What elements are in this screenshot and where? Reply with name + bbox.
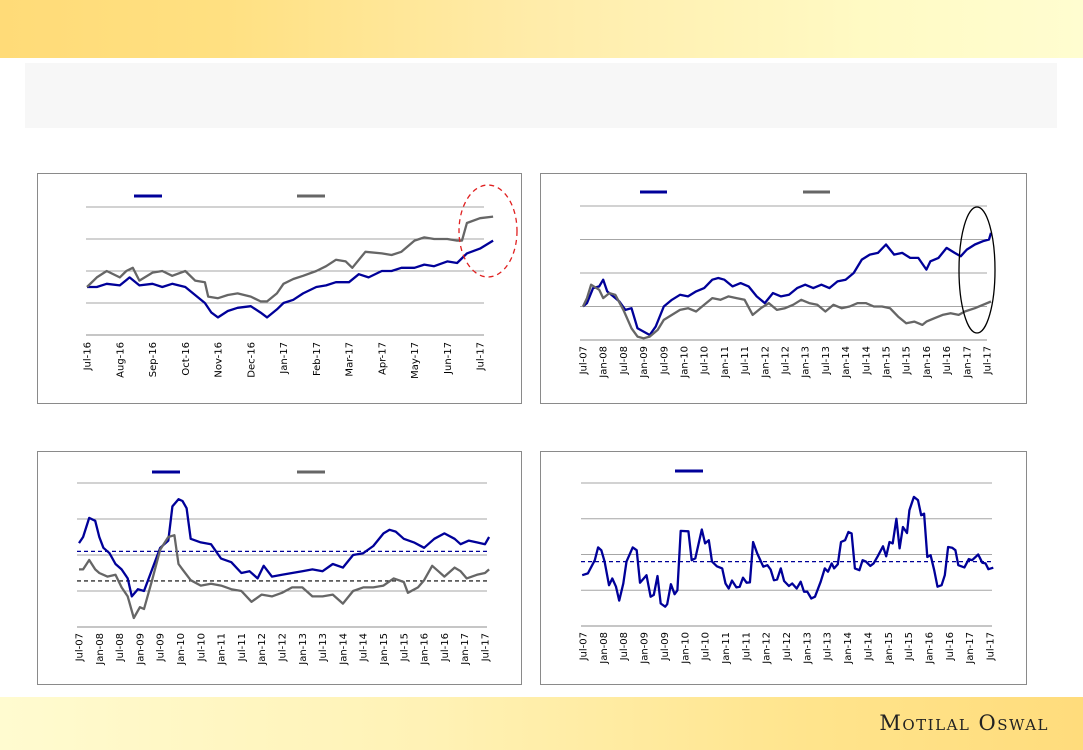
series-line-1 xyxy=(582,232,993,337)
x-tick-label: Jul-07 xyxy=(75,633,86,662)
x-tick-label: Jul-13 xyxy=(318,633,329,662)
slide-subtitle-box xyxy=(25,63,1057,128)
x-tick-label: Jul-08 xyxy=(115,633,126,662)
x-tick-label: Jan-11 xyxy=(217,633,228,666)
x-tick-label: Jan-13 xyxy=(801,346,812,379)
motilal-oswal-logo: Motilal Oswal xyxy=(879,711,1049,735)
series-line-2 xyxy=(79,534,490,620)
series-line-2 xyxy=(581,283,992,340)
x-tick-label: Jul-11 xyxy=(740,346,751,375)
x-tick-label: Jan-09 xyxy=(135,633,146,666)
x-tick-label: Jul-08 xyxy=(619,632,630,661)
x-tick-label: Jul-10 xyxy=(701,632,712,661)
footer-banner xyxy=(0,697,1083,750)
x-tick-label: Feb-17 xyxy=(312,342,323,376)
x-tick-label: Jul-17 xyxy=(476,342,487,371)
series-line-2 xyxy=(86,215,494,303)
chart-3: Jul-07 Jan-08 Jul-08 Jan-09 Jul-09 Jan-10 Jul-… xyxy=(75,470,492,666)
x-tick-label: Jan-14 xyxy=(841,346,852,379)
x-tick-label: Jan-12 xyxy=(762,632,773,665)
x-tick-label: Jan-15 xyxy=(882,346,893,379)
chart-panel-2 xyxy=(540,173,1027,404)
x-tick-label: Jan-08 xyxy=(599,346,610,379)
x-tick-label: Jan-13 xyxy=(298,633,309,666)
x-tick-label: Jul-17 xyxy=(986,632,997,661)
x-tick-label: Jan-16 xyxy=(922,346,933,379)
x-tick-label: Jul-09 xyxy=(660,632,671,661)
x-tick-label: Jan-14 xyxy=(338,633,349,666)
x-tick-label: Jul-13 xyxy=(821,346,832,375)
x-tick-label: Mar-17 xyxy=(345,342,356,377)
x-tick-label: Jul-15 xyxy=(902,346,913,375)
x-tick-label: Jul-12 xyxy=(782,632,793,661)
x-tick-label: Jan-14 xyxy=(843,632,854,665)
chart-panel-3 xyxy=(37,451,522,685)
x-tick-label: Oct-16 xyxy=(181,342,192,376)
chart-4: Jul-07 Jan-08 Jul-08 Jan-09 Jul-09 Jan-10 Jul-… xyxy=(579,469,997,665)
x-tick-label: Jan-10 xyxy=(176,633,187,666)
x-tick-label: Jul-09 xyxy=(659,346,670,375)
x-tick-label: Jul-16 xyxy=(942,346,953,375)
x-tick-label: Jan-08 xyxy=(95,633,106,666)
x-tick-label: Jul-14 xyxy=(861,346,872,375)
x-tick-label: Jul-15 xyxy=(904,632,915,661)
x-tick-label: Jul-17 xyxy=(481,633,492,662)
x-tick-label: Jan-16 xyxy=(420,633,431,666)
x-tick-label: Jul-17 xyxy=(983,346,994,375)
x-tick-label: May-17 xyxy=(410,342,421,379)
x-tick-label: Jan-12 xyxy=(760,346,771,379)
x-tick-label: Jan-11 xyxy=(721,632,732,665)
x-tick-label: Jan-16 xyxy=(924,632,935,665)
x-tick-label: Apr-17 xyxy=(377,342,388,375)
chart-1: Jul-16 Aug-16 Sep-16 Oct-16 Nov-16 Dec-16 Jan-… xyxy=(83,184,518,379)
x-tick-label: Jul-08 xyxy=(619,346,630,375)
x-tick-label: Jul-10 xyxy=(700,346,711,375)
x-tick-label: Jan-15 xyxy=(884,632,895,665)
series-line-1 xyxy=(87,239,494,319)
x-tick-label: Jul-09 xyxy=(156,633,167,662)
x-tick-label: Jan-17 xyxy=(965,632,976,665)
x-tick-label: Jul-15 xyxy=(399,633,410,662)
x-tick-label: Jul-16 xyxy=(945,632,956,661)
x-tick-label: Aug-16 xyxy=(115,342,126,378)
x-tick-label: Dec-16 xyxy=(246,342,257,378)
x-tick-label: Jul-14 xyxy=(863,632,874,661)
x-tick-label: Jan-15 xyxy=(379,633,390,666)
x-tick-label: Jan-09 xyxy=(640,632,651,665)
x-tick-label: Nov-16 xyxy=(214,342,225,378)
x-tick-label: Jul-11 xyxy=(237,633,248,662)
highlight-ellipse xyxy=(958,206,996,334)
series-line-1 xyxy=(581,495,994,608)
x-tick-label: Jan-08 xyxy=(599,632,610,665)
x-tick-label: Jan-17 xyxy=(279,342,290,375)
x-tick-label: Jul-10 xyxy=(196,633,207,662)
x-tick-label: Jul-12 xyxy=(278,633,289,662)
x-tick-label: Sep-16 xyxy=(148,342,159,377)
x-tick-label: Jul-16 xyxy=(83,342,94,371)
series-line-1 xyxy=(78,498,491,598)
x-tick-label: Jul-13 xyxy=(823,632,834,661)
x-tick-label: Jul-14 xyxy=(359,633,370,662)
highlight-ellipse xyxy=(458,184,518,278)
x-tick-label: Jan-17 xyxy=(962,346,973,379)
x-tick-label: Jul-12 xyxy=(781,346,792,375)
x-tick-label: Jan-12 xyxy=(257,633,268,666)
x-tick-label: Jan-10 xyxy=(680,632,691,665)
x-tick-label: Jan-13 xyxy=(802,632,813,665)
x-tick-label: Jul-11 xyxy=(741,632,752,661)
x-tick-label: Jan-09 xyxy=(639,346,650,379)
x-tick-label: Jan-17 xyxy=(460,633,471,666)
x-tick-label: Jan-10 xyxy=(680,346,691,379)
x-tick-label: Jun-17 xyxy=(443,342,454,375)
x-tick-label: Jul-07 xyxy=(579,346,590,375)
header-banner xyxy=(0,0,1083,58)
x-tick-label: Jan-11 xyxy=(720,346,731,379)
chart-2: Jul-07 Jan-08 Jul-08 Jan-09 Jul-09 Jan-10 Jul-… xyxy=(579,190,996,379)
x-tick-label: Jul-16 xyxy=(440,633,451,662)
x-tick-label: Jul-07 xyxy=(579,632,590,661)
